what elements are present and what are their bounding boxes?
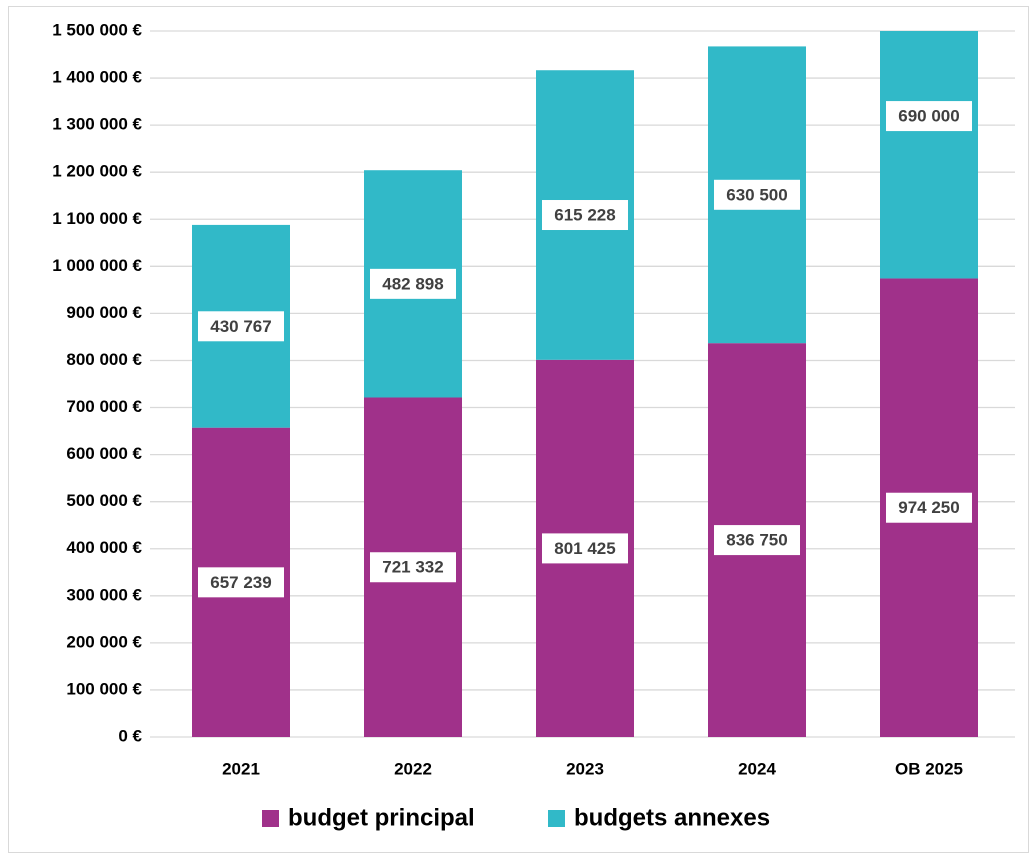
data-label: 615 228 [554, 205, 615, 224]
data-label-box [886, 492, 972, 523]
data-label: 836 750 [726, 531, 787, 550]
chart-border [8, 6, 1029, 853]
x-tick-label: 2024 [738, 759, 776, 778]
data-label: 974 250 [898, 498, 959, 517]
legend-swatch [548, 810, 565, 827]
data-label-box [886, 101, 972, 132]
y-tick-label: 1 000 000 € [52, 256, 142, 275]
y-tick-label: 400 000 € [66, 538, 142, 557]
y-tick-label: 200 000 € [66, 632, 142, 651]
y-tick-label: 1 200 000 € [52, 162, 142, 181]
data-label-box [198, 311, 284, 342]
y-tick-label: 1 500 000 € [52, 20, 142, 39]
y-tick-label: 100 000 € [66, 679, 142, 698]
data-label: 690 000 [898, 107, 959, 126]
y-tick-label: 1 100 000 € [52, 209, 142, 228]
data-label: 801 425 [554, 539, 615, 558]
data-label-box [370, 268, 456, 299]
data-label-box [714, 525, 800, 556]
y-tick-label: 900 000 € [66, 303, 142, 322]
y-tick-label: 300 000 € [66, 585, 142, 604]
y-tick-label: 500 000 € [66, 491, 142, 510]
data-label: 657 239 [210, 573, 271, 592]
y-tick-label: 0 € [118, 726, 142, 745]
x-tick-label: 2022 [394, 759, 432, 778]
data-label: 630 500 [726, 185, 787, 204]
data-label-box [542, 533, 628, 564]
data-label: 721 332 [382, 558, 443, 577]
data-label: 482 898 [382, 274, 443, 293]
x-tick-label: 2021 [222, 759, 260, 778]
legend-label: budgets annexes [574, 804, 770, 831]
bar-segment [880, 31, 978, 279]
data-label-box [370, 552, 456, 583]
x-tick-label: 2023 [566, 759, 604, 778]
y-tick-label: 600 000 € [66, 444, 142, 463]
data-label-box [198, 567, 284, 598]
data-label-box [714, 179, 800, 210]
y-tick-label: 1 300 000 € [52, 115, 142, 134]
legend-swatch [262, 810, 279, 827]
data-label: 430 767 [210, 317, 271, 336]
y-tick-label: 1 400 000 € [52, 68, 142, 87]
data-label-box [542, 200, 628, 231]
legend-label: budget principal [288, 804, 475, 831]
y-tick-label: 800 000 € [66, 350, 142, 369]
y-tick-label: 700 000 € [66, 397, 142, 416]
x-tick-label: OB 2025 [895, 759, 963, 778]
